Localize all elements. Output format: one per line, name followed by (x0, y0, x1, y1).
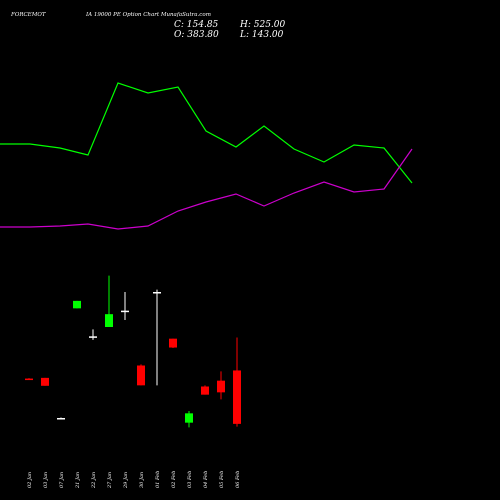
candle-body (217, 380, 225, 393)
x-tick-label: 01 Feb (155, 471, 161, 488)
candle (25, 378, 33, 381)
chart-subtitle: IA 19000 PE Option Chart MunafaSutra.com (86, 12, 211, 18)
x-tick-label: 07 Jan (59, 472, 65, 488)
x-axis-ticks: 02 Jan 03 Jan 07 Jan 21 Jan 22 Jan 27 Jan 29 J… (27, 471, 241, 489)
candle-body (105, 314, 113, 327)
candle (137, 364, 145, 386)
close-price-label: C: 154.85 (174, 20, 219, 30)
candle (201, 385, 209, 395)
candle-body (41, 377, 49, 386)
high-price-label: H: 525.00 (240, 20, 286, 30)
candle (121, 292, 129, 320)
x-tick-label: 05 Feb (219, 471, 225, 488)
x-tick-label: 06 Feb (235, 471, 241, 488)
candle (217, 371, 225, 400)
candle (105, 275, 113, 327)
x-tick-label: 02 Feb (171, 471, 177, 488)
x-tick-label: 04 Feb (203, 471, 209, 488)
x-tick-label: 21 Jan (75, 472, 81, 489)
candle-body (169, 338, 177, 348)
candle-body (233, 370, 241, 424)
x-tick-label: 02 Jan (27, 472, 33, 488)
candle (169, 338, 177, 348)
candle-body (137, 365, 145, 386)
candle (233, 337, 241, 427)
candle-body (201, 386, 209, 395)
candle (41, 377, 49, 386)
x-tick-label: 30 Jan (139, 472, 145, 488)
candle (153, 289, 161, 386)
symbol-label: FORCEMOT (11, 12, 46, 18)
candles (25, 275, 241, 428)
x-tick-label: 03 Jan (43, 472, 49, 488)
candle-body (121, 310, 129, 313)
candle-body (73, 300, 81, 309)
candle-body (25, 378, 33, 381)
indicator-line-1 (0, 82, 413, 184)
indicator-lines (0, 82, 413, 230)
open-price-label: O: 383.80 (174, 30, 219, 40)
candle-body (153, 292, 161, 294)
indicator-line-2 (0, 148, 413, 230)
x-tick-label: 03 Feb (187, 471, 193, 488)
x-tick-label: 22 Jan (91, 472, 97, 489)
candle-body (57, 418, 65, 420)
candle (57, 417, 65, 420)
x-tick-label: 29 Jan (123, 472, 129, 489)
low-price-label: L: 143.00 (240, 30, 284, 40)
x-tick-label: 27 Jan (107, 472, 113, 489)
candle (73, 300, 81, 309)
candle-body (185, 413, 193, 423)
candle (89, 329, 97, 340)
candle-body (89, 336, 97, 338)
candle (185, 411, 193, 428)
